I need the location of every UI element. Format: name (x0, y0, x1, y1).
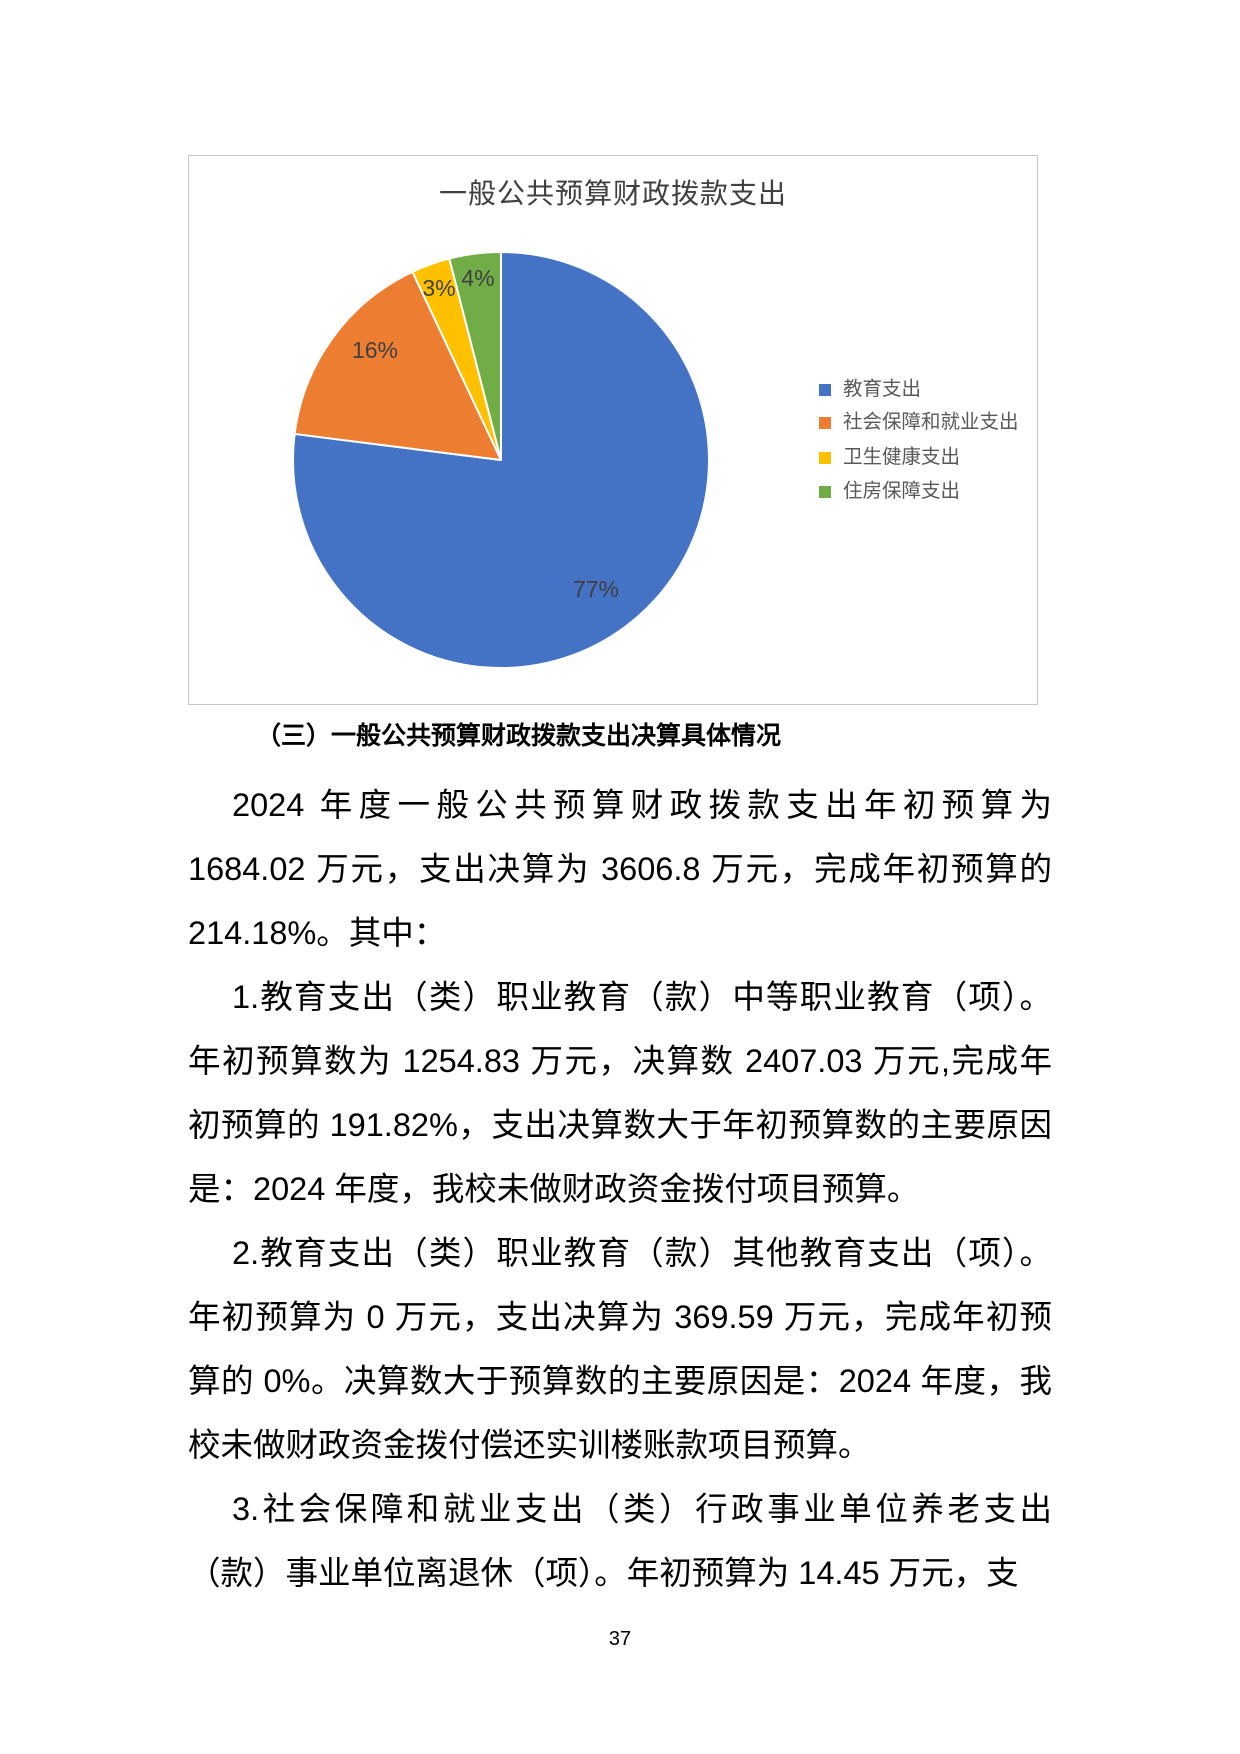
svg-text:4%: 4% (461, 265, 494, 291)
svg-text:3%: 3% (422, 275, 455, 301)
svg-text:77%: 77% (573, 576, 619, 602)
svg-text:教育支出: 教育支出 (843, 378, 921, 400)
svg-text:社会保障和就业支出: 社会保障和就业支出 (843, 411, 1019, 433)
svg-text:住房保障支出: 住房保障支出 (843, 480, 960, 502)
svg-text:16%: 16% (352, 337, 398, 363)
svg-text:卫生健康支出: 卫生健康支出 (843, 446, 960, 468)
